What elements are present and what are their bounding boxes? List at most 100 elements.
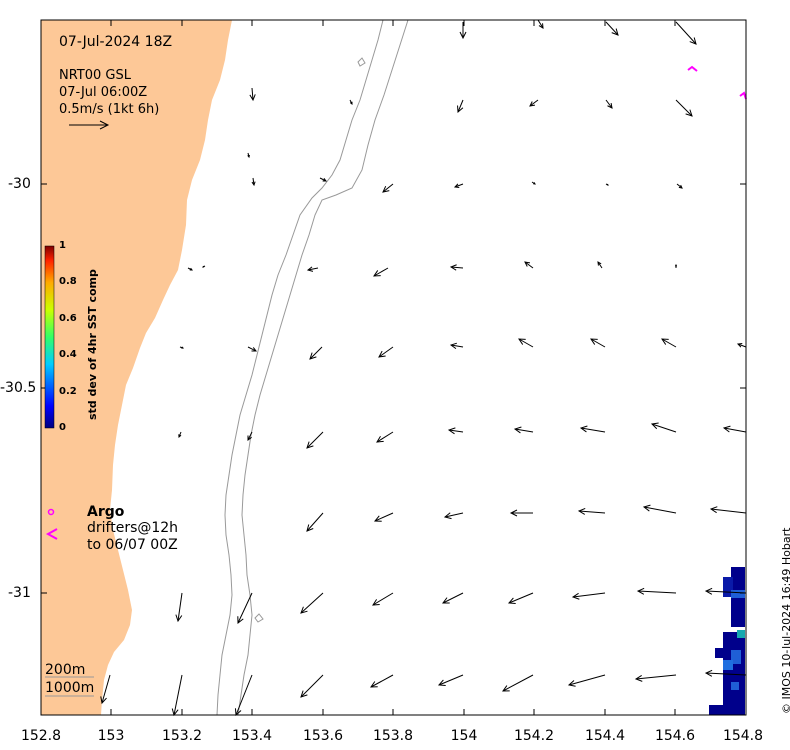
current-arrow (537, 19, 544, 29)
current-arrow (674, 263, 678, 268)
current-arrow (247, 431, 253, 441)
current-arrow (531, 181, 536, 185)
y-tick-label: -31 (8, 585, 31, 601)
colorbar-tick: 0.8 (59, 276, 77, 287)
current-arrow (372, 592, 394, 606)
current-arrow (457, 99, 464, 114)
current-arrow (251, 177, 256, 187)
current-arrow (306, 431, 324, 449)
drifters-date: to 06/07 00Z (87, 537, 178, 553)
current-arrow (447, 427, 464, 435)
depth-1000-label: 1000m (45, 680, 95, 696)
current-arrow (443, 512, 464, 520)
current-arrow (453, 183, 464, 188)
current-arrow (175, 592, 183, 623)
current-arrow (373, 512, 394, 522)
current-arrow (675, 99, 693, 117)
x-tick-label: 154 (450, 728, 478, 744)
current-arrow (100, 674, 111, 705)
current-arrow (704, 587, 747, 595)
current-arrow (300, 674, 324, 698)
product-name: NRT00 GSL (59, 68, 131, 83)
current-arrow (378, 346, 394, 358)
drifter-icon (45, 528, 58, 540)
sst-pixels (709, 567, 745, 715)
current-arrow (524, 261, 534, 269)
colorbar-title: std dev of 4hr SST comp (86, 269, 99, 420)
x-tick-label: 153.4 (231, 728, 273, 744)
x-tick-label: 153.8 (372, 728, 414, 744)
colorbar-tick: 0.4 (59, 349, 77, 360)
y-tick-label: -30 (8, 176, 31, 192)
current-arrow (247, 346, 257, 352)
colorbar (44, 245, 55, 429)
current-arrow (675, 21, 697, 45)
current-arrow (571, 592, 606, 600)
drifter-track (739, 91, 747, 100)
current-arrow (187, 267, 193, 271)
x-tick-label: 152.8 (20, 728, 62, 744)
current-arrow (529, 99, 539, 107)
current-arrow (634, 674, 677, 682)
current-arrow (300, 592, 324, 614)
current-arrow (449, 264, 464, 271)
x-tick-label: 153 (97, 728, 125, 744)
current-arrow (201, 265, 206, 268)
current-arrow (577, 508, 606, 515)
current-arrow (605, 183, 609, 186)
current-arrow (709, 506, 747, 514)
map-datetime: 07-Jul-2024 18Z (59, 34, 173, 50)
current-arrow (319, 177, 327, 182)
colorbar-tick: 0.6 (59, 313, 77, 324)
drifter-track (687, 65, 698, 72)
current-time: 07-Jul 06:00Z (59, 85, 148, 100)
current-arrow (590, 338, 606, 348)
current-arrow (382, 183, 394, 193)
current-arrow (349, 99, 353, 105)
current-arrow (567, 674, 606, 687)
current-arrow (237, 592, 253, 625)
current-arrow (249, 87, 256, 102)
current-arrow (306, 512, 324, 532)
current-arrow (704, 669, 747, 677)
current-arrow (605, 99, 613, 109)
current-arrow (179, 346, 185, 349)
argo-label: Argo (87, 504, 125, 520)
credit-text: © IMOS 10-Jul-2024 16:49 Hobart (780, 527, 790, 714)
x-tick-label: 153.2 (161, 728, 203, 744)
current-arrow (437, 674, 464, 686)
current-arrow (442, 592, 464, 604)
current-arrow (373, 267, 389, 277)
current-arrow (247, 152, 250, 159)
current-arrow (509, 509, 533, 517)
current-arrow (736, 343, 747, 348)
current-arrow (642, 504, 677, 514)
x-tick-label: 153.6 (302, 728, 344, 744)
depth-200-label: 200m (45, 662, 86, 678)
x-tick-label: 154.8 (722, 728, 764, 744)
current-arrow (579, 425, 606, 433)
x-tick-label: 154.4 (584, 728, 626, 744)
scale-text: 0.5m/s (1kt 6h) (59, 102, 160, 117)
y-tick-label: -30.5 (0, 380, 37, 396)
x-tick-label: 154.2 (513, 728, 555, 744)
current-arrow (502, 674, 534, 692)
contour-200m (216, 19, 384, 716)
current-arrow (306, 266, 319, 272)
current-arrow (661, 338, 677, 348)
current-arrow (376, 431, 394, 443)
current-arrow (449, 342, 464, 350)
axis-ticks (40, 20, 747, 715)
current-arrow (722, 425, 747, 433)
current-arrow (518, 338, 534, 348)
current-arrow (507, 592, 534, 604)
current-arrow (650, 422, 677, 433)
argo-icon (47, 508, 55, 516)
scale-arrow (69, 120, 110, 130)
contour-1000m (237, 19, 409, 716)
current-arrow (636, 587, 677, 595)
drifters-label: drifters@12h (87, 520, 179, 536)
colorbar-tick: 1 (59, 240, 66, 251)
current-arrow (370, 674, 394, 688)
